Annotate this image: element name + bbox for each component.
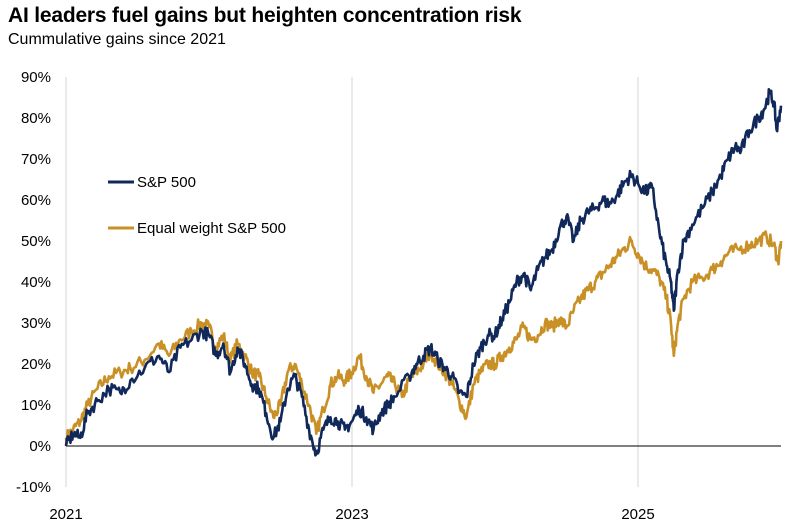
x-tick-label: 2021 (49, 506, 82, 523)
series-line-equal-weight (64, 230, 783, 445)
y-tick-label: 30% (21, 315, 51, 332)
y-tick-label: 20% (21, 356, 51, 373)
legend-label: S&P 500 (137, 174, 196, 191)
y-tick-label: -10% (16, 479, 51, 496)
legend-label: Equal weight S&P 500 (137, 220, 286, 237)
y-tick-label: 90% (21, 69, 51, 86)
legend: S&P 500 Equal weight S&P 500 (108, 174, 286, 237)
gridlines (65, 77, 639, 487)
series-line-sp500 (64, 88, 783, 457)
axes: 2021 2023 2025 -10% 0% 10% 20% 30% 40% 50% 60% 70% 8… (16, 69, 781, 523)
y-tick-label: 40% (21, 274, 51, 291)
y-tick-label: 50% (21, 233, 51, 250)
chart-title: AI leaders fuel gains but heighten conce… (8, 4, 522, 27)
y-tick-label: 80% (21, 110, 51, 127)
y-tick-label: 10% (21, 397, 51, 414)
chart-subtitle: Cummulative gains since 2021 (8, 31, 226, 48)
y-tick-label: 60% (21, 192, 51, 209)
x-tick-label: 2023 (335, 506, 368, 523)
x-tick-label: 2025 (621, 506, 654, 523)
y-tick-label: 70% (21, 151, 51, 168)
y-tick-label: 0% (29, 438, 51, 455)
series-lines (64, 88, 783, 457)
